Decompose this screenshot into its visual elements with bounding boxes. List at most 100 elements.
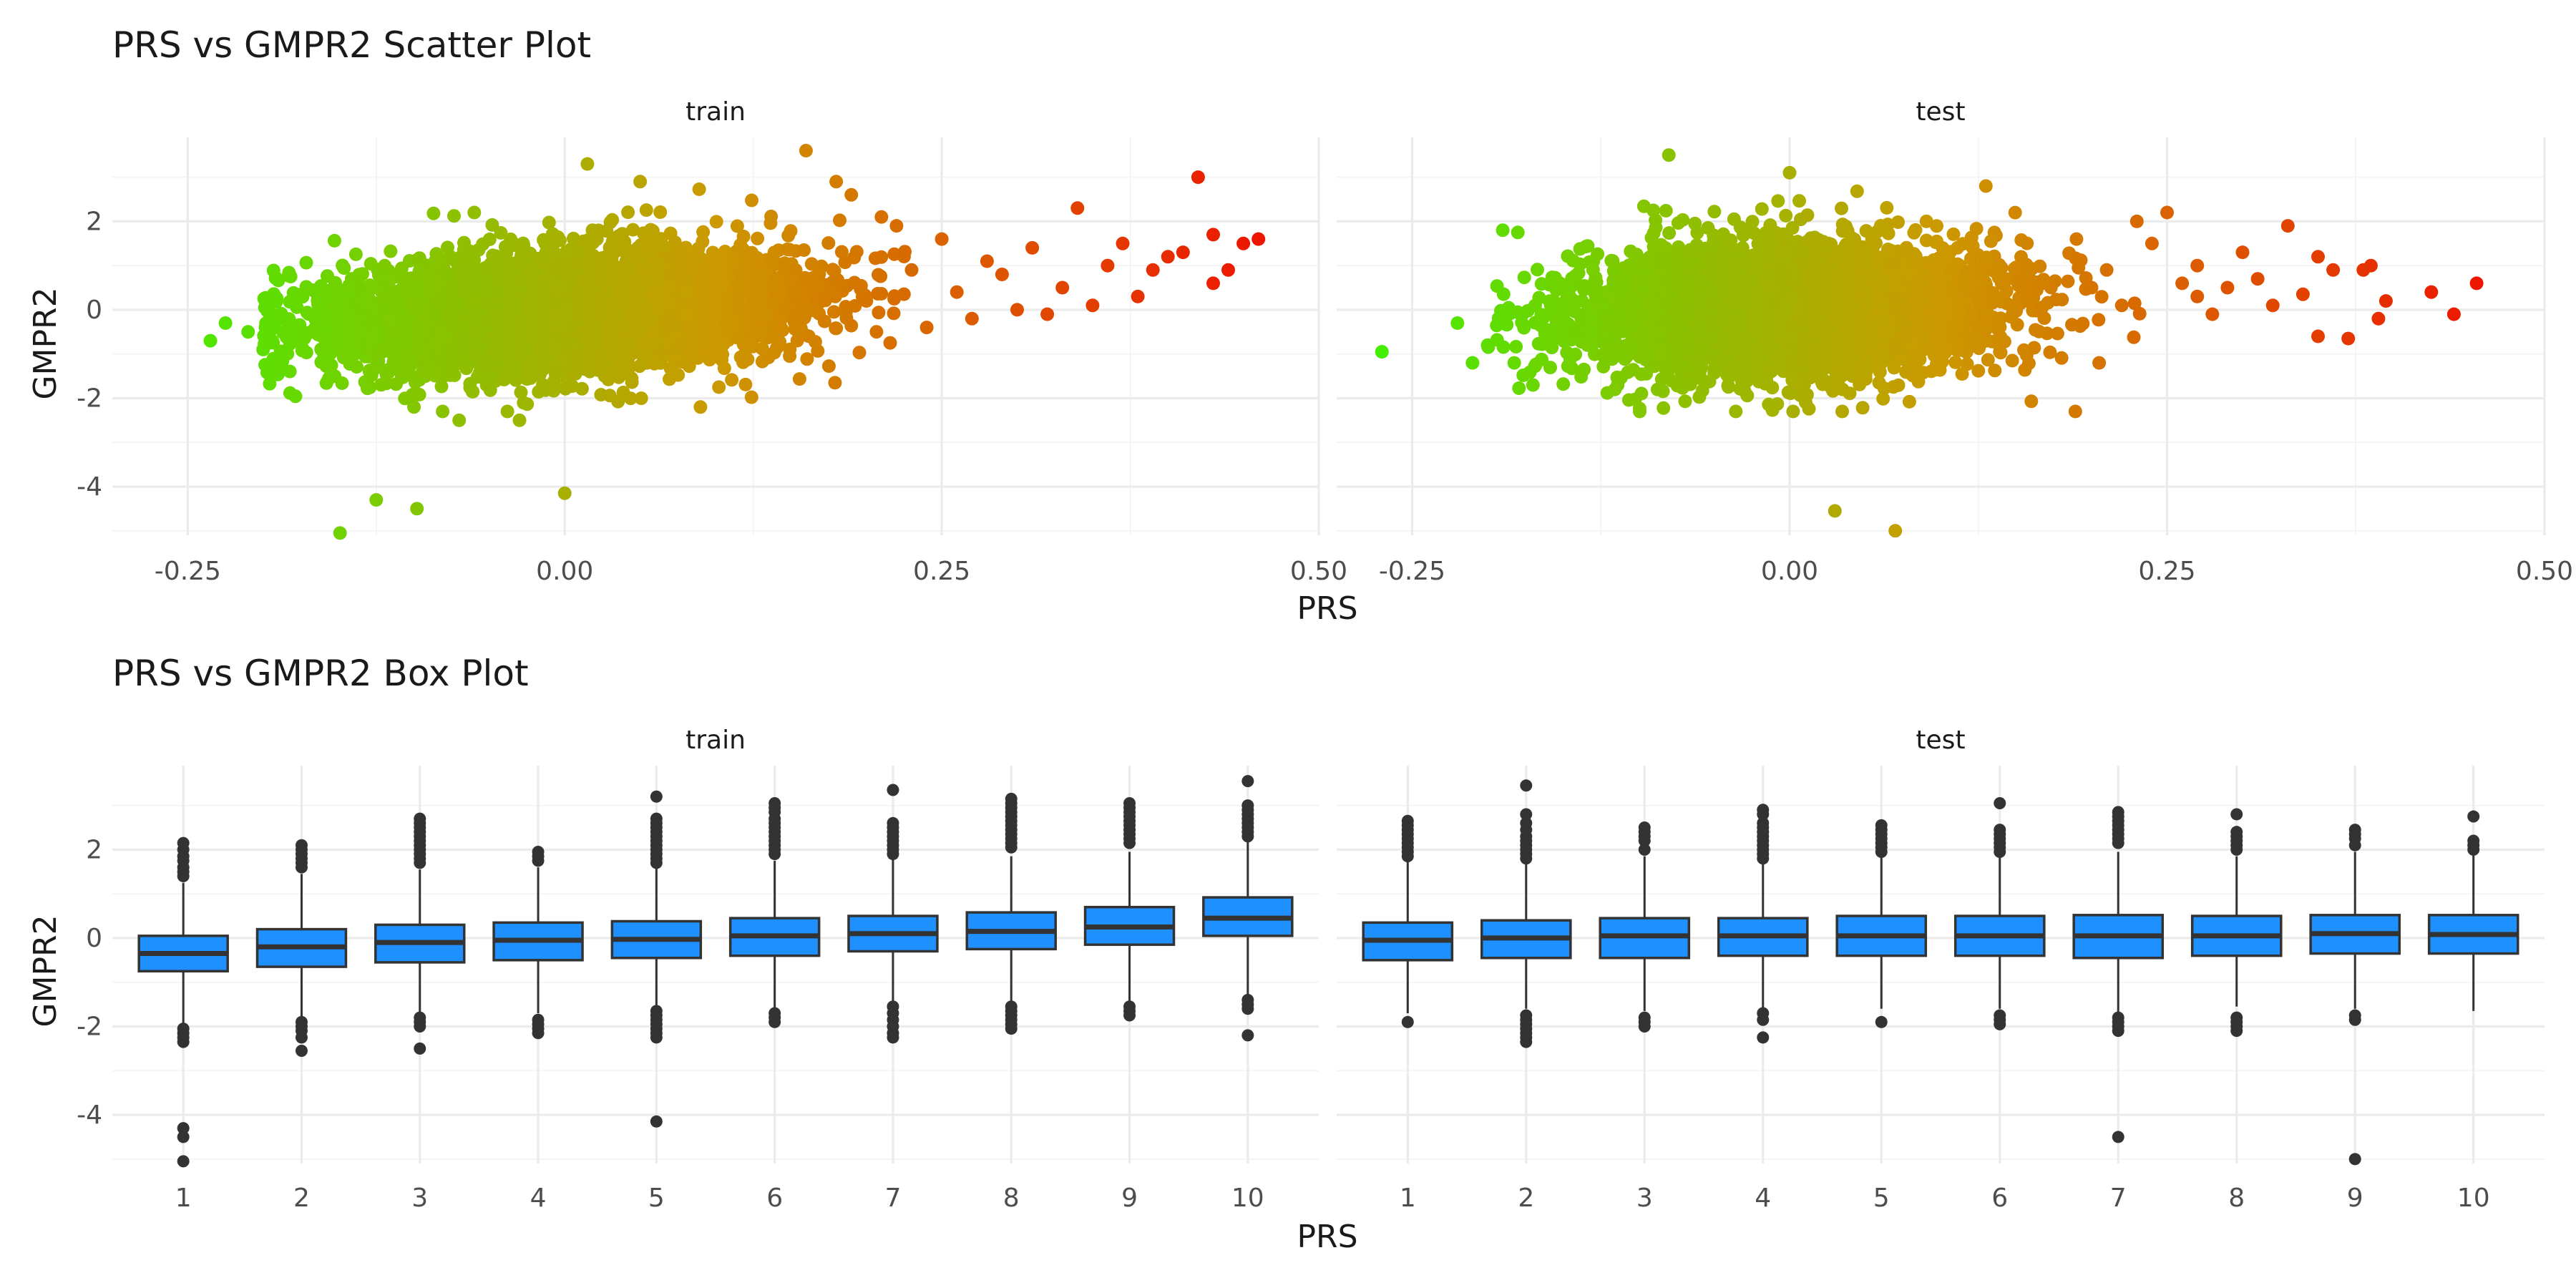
scatter-point [839, 300, 853, 314]
scatter-point [872, 306, 886, 320]
scatter-point [447, 209, 461, 223]
scatter-point [634, 391, 648, 406]
scatter-point [790, 333, 804, 348]
scatter-point [778, 256, 792, 270]
scatter-point [348, 247, 363, 261]
scatter-point [485, 218, 499, 232]
scatter-point [291, 333, 305, 346]
scatter-point [883, 336, 897, 350]
scatter-point [369, 326, 383, 340]
box-plot-title: PRS vs GMPR2 Box Plot [112, 653, 529, 694]
scatter-point [829, 321, 844, 336]
scatter-point [510, 345, 525, 359]
scatter-point [712, 380, 726, 394]
scatter-point [817, 292, 831, 306]
scatter-point [405, 388, 419, 402]
scatter-point [586, 315, 600, 329]
scatter-point [725, 373, 739, 387]
scatter-point [733, 260, 747, 275]
scatter-point [290, 288, 304, 302]
scatter-point [441, 294, 456, 308]
scatter-point [537, 328, 551, 342]
scatter-point [708, 283, 721, 298]
scatter-point [689, 250, 703, 265]
scatter-point [483, 383, 497, 397]
scatter-point [703, 323, 718, 338]
scatter-point [460, 260, 474, 275]
scatter-point [476, 293, 490, 308]
scatter-point [729, 331, 743, 345]
scatter-point [402, 355, 416, 369]
scatter-point [673, 245, 687, 260]
scatter-point [328, 369, 342, 383]
scatter-point [361, 381, 374, 396]
scatter-point [833, 213, 847, 228]
scatter-point [810, 279, 824, 293]
scatter-point [666, 263, 680, 278]
box-strip-test: test [1916, 726, 1965, 755]
scatter-point [887, 306, 901, 321]
scatter-point [299, 255, 313, 270]
scatter-point [871, 287, 885, 301]
scatter-point [784, 224, 798, 238]
scatter-point [739, 343, 753, 357]
scatter-point [602, 389, 617, 403]
scatter-point [605, 333, 620, 347]
scatter-point [792, 372, 806, 386]
box-strip-train: train [686, 726, 746, 755]
scatter-point [648, 288, 663, 303]
scatter-point [520, 358, 535, 372]
scatter-point [744, 326, 758, 341]
scatter-point [368, 361, 382, 376]
scatter-point [376, 271, 391, 286]
scatter-point [548, 367, 562, 381]
scatter-point [817, 314, 831, 328]
scatter-point [644, 250, 658, 265]
scatter-point [381, 342, 395, 356]
scatter-point [653, 345, 667, 359]
scatter-point [506, 363, 520, 377]
scatter-point [396, 370, 410, 384]
scatter-point [753, 305, 767, 318]
x-tick-label: -0.25 [155, 557, 221, 586]
scatter-point [678, 308, 693, 322]
scatter-point [747, 290, 761, 303]
scatter-point [709, 215, 723, 229]
scatter-point [442, 277, 457, 291]
scatter-point [538, 236, 552, 250]
scatter-point [478, 273, 492, 287]
x-tick-label: 0.50 [1290, 557, 1347, 586]
scatter-point [331, 335, 345, 349]
scatter-point [274, 306, 288, 321]
scatter-point [572, 304, 586, 318]
scatter-point [745, 193, 758, 208]
scatter-point [281, 268, 296, 283]
scatter-point [621, 205, 635, 220]
scatter-point [565, 379, 580, 394]
scatter-point [601, 372, 615, 386]
scatter-point [558, 336, 572, 350]
scatter-point [854, 282, 868, 296]
scatter-point [535, 344, 549, 358]
scatter-point [426, 206, 441, 220]
scatter-point [419, 258, 433, 273]
scatter-point [269, 295, 283, 309]
y-tick-label: 0 [86, 296, 102, 325]
scatter-point [680, 322, 695, 336]
scatter-point [653, 205, 668, 219]
y-tick-label: -2 [77, 384, 102, 413]
scatter-point [316, 322, 331, 336]
scatter-point [553, 233, 567, 248]
scatter-point [447, 318, 461, 332]
scatter-point [442, 249, 457, 263]
scatter-point [821, 359, 836, 374]
scatter-point [452, 344, 466, 358]
scatter-point [786, 286, 801, 301]
scatter-point [585, 337, 600, 351]
scatter-point [517, 396, 531, 410]
scatter-point [436, 354, 451, 369]
scatter-point [384, 244, 398, 258]
scatter-point [266, 263, 280, 278]
scatter-point [736, 304, 751, 318]
scatter-point [542, 215, 556, 230]
